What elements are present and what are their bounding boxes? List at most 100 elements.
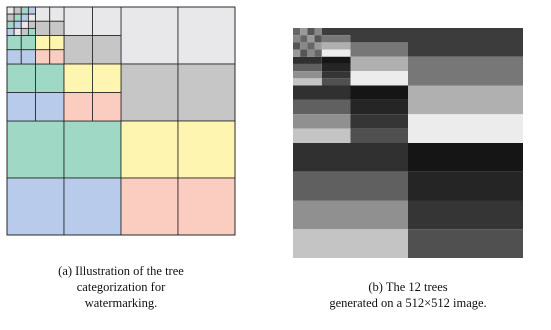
cell [351,71,409,85]
cell [293,100,351,114]
cell [351,42,409,56]
cell [178,7,235,64]
cell [315,42,322,49]
cell [93,36,122,65]
cell [351,129,409,143]
cell [351,28,409,42]
cell [300,28,307,35]
cell [7,121,64,178]
cell [21,7,28,14]
tree-image [293,28,523,258]
cell [64,93,93,122]
cell [21,21,28,28]
cell [7,50,21,64]
cell [293,172,408,201]
cell [64,36,93,65]
cell [21,36,35,50]
cell [21,14,28,21]
cell [293,35,300,42]
cell [408,86,523,115]
cell [322,50,351,57]
cell [315,28,322,35]
cell [93,64,122,93]
cell [322,64,351,71]
cell [408,172,523,201]
cell [315,50,322,57]
cell [28,21,35,28]
cell [300,42,307,49]
cell [293,143,408,172]
cell [293,28,300,35]
cell [64,64,93,93]
cell [21,28,28,35]
cell [293,78,322,85]
cell [14,14,21,21]
cell [307,28,314,35]
cell [7,28,14,35]
cell [7,64,36,93]
cell [300,50,307,57]
cell [64,121,121,178]
cell [28,14,35,21]
cell [293,42,300,49]
cell [121,178,178,235]
cell [322,78,351,85]
cell [93,93,122,122]
cell [293,86,351,100]
cell [14,28,21,35]
cell [300,35,307,42]
cell [408,229,523,258]
cell [351,114,409,128]
caption-line: categorization for [77,280,166,294]
cell [322,57,351,64]
figure: (a) Illustration of the tree categorizat… [0,0,551,330]
caption-line: generated on a 512×512 image. [329,296,486,310]
cell [293,229,408,258]
cell [307,50,314,57]
cell [293,57,322,64]
caption-line: watermarking. [85,296,158,310]
cell [408,143,523,172]
cell [7,7,14,14]
cell [28,7,35,14]
cell [36,21,50,35]
cell [50,50,64,64]
cell [322,35,351,42]
cell [322,42,351,49]
cell [7,93,36,122]
cell [36,50,50,64]
cell [36,93,65,122]
cell [293,50,300,57]
caption-line: (a) Illustration of the tree [58,264,184,278]
cell [121,7,178,64]
caption-line: (b) The 12 trees [368,280,447,294]
cell [322,28,351,35]
cell [36,36,50,50]
cell [7,21,14,28]
cell [64,178,121,235]
cell [7,36,21,50]
cell [50,21,64,35]
cell [93,7,122,36]
cell [28,28,35,35]
cell [21,50,35,64]
cell [293,71,322,78]
cell [351,86,409,100]
cell [50,7,64,21]
cell [315,35,322,42]
cell [307,35,314,42]
cell [408,57,523,86]
cell [121,64,178,121]
cell [293,114,351,128]
cell [36,64,65,93]
cell [64,7,93,36]
cell [307,42,314,49]
cell [14,7,21,14]
cell [178,121,235,178]
tree-categorization-illustration [7,7,235,235]
cell [293,201,408,230]
cell [178,178,235,235]
cell [121,121,178,178]
cell [408,201,523,230]
cell [408,28,523,57]
